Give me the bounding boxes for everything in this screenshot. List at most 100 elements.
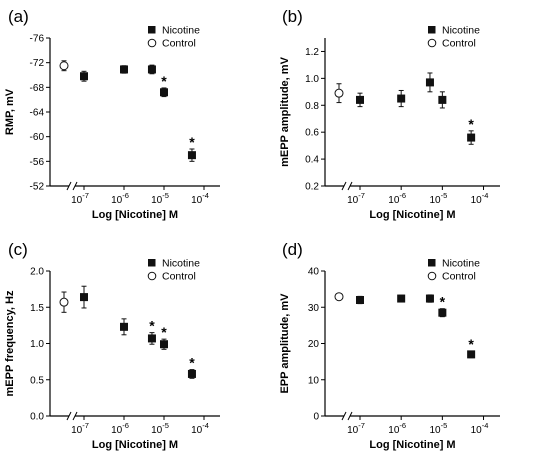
y-tick-label: 10 <box>308 375 320 386</box>
data-point-nicotine <box>356 95 364 104</box>
axis-break-mark <box>72 181 78 191</box>
x-tick-label: 10-6 <box>388 421 406 436</box>
x-tick-base: 10 <box>388 195 400 206</box>
y-tick-label: 0.2 <box>305 182 319 193</box>
x-tick-base: 10 <box>347 195 359 206</box>
y-tick-label: 1.2 <box>305 47 319 58</box>
x-tick-exponent: -6 <box>399 421 406 430</box>
data-point-nicotine <box>80 293 88 302</box>
data-point-nicotine <box>397 94 406 103</box>
data-point-nicotine <box>120 65 128 74</box>
axis-break-mark <box>347 411 353 421</box>
x-tick-exponent: -5 <box>441 421 448 430</box>
x-tick-exponent: -4 <box>482 191 489 200</box>
x-tick-exponent: -5 <box>162 421 169 430</box>
x-tick-exponent: -5 <box>162 191 169 200</box>
x-tick-base: 10 <box>111 425 123 436</box>
data-point-nicotine <box>425 294 434 303</box>
x-tick-exponent: -7 <box>82 421 89 430</box>
x-tick-base: 10 <box>151 195 163 206</box>
x-axis-label: Log [Nicotine] M <box>92 439 178 451</box>
significance-star: * <box>440 294 446 310</box>
significance-star: * <box>161 73 167 89</box>
y-tick-label: 1.5 <box>30 303 44 314</box>
data-point-control <box>59 61 69 71</box>
y-tick-label: 0.5 <box>30 375 44 386</box>
data-point-nicotine <box>120 322 128 331</box>
axis-break-gap <box>344 182 350 190</box>
y-tick-label: -56 <box>30 157 45 168</box>
data-point-nicotine <box>438 95 447 104</box>
legend-marker-control <box>147 38 157 48</box>
x-tick-base: 10 <box>151 425 163 436</box>
x-tick-base: 10 <box>429 195 441 206</box>
y-tick-label: 0.0 <box>30 412 44 423</box>
data-point-nicotine <box>467 133 476 142</box>
x-tick-base: 10 <box>347 425 359 436</box>
legend-marker-nicotine <box>148 259 156 267</box>
x-tick-label: 10-7 <box>347 191 365 206</box>
data-point-nicotine <box>147 65 156 74</box>
significance-star: * <box>161 324 167 340</box>
y-tick-label: -52 <box>30 182 45 193</box>
axis-break-mark <box>347 181 353 191</box>
panel-letter: (c) <box>8 240 28 259</box>
data-point-control <box>59 297 69 307</box>
y-tick-label: -72 <box>30 58 45 69</box>
y-axis-label: mEPP frequency, Hz <box>4 290 16 396</box>
y-axis-label: RMP, mV <box>4 88 16 135</box>
x-tick-exponent: -6 <box>122 191 129 200</box>
y-tick-label: 0.4 <box>305 155 319 166</box>
data-point-nicotine <box>438 308 447 317</box>
legend-label-nicotine: Nicotine <box>162 25 200 37</box>
axis-break-gap <box>69 182 75 190</box>
legend-marker-nicotine <box>148 26 156 34</box>
x-axis-label: Log [Nicotine] M <box>369 439 455 451</box>
data-point-nicotine <box>160 88 168 97</box>
legend-label-nicotine: Nicotine <box>442 25 480 37</box>
panel-letter: (a) <box>8 7 29 26</box>
x-tick-base: 10 <box>111 195 123 206</box>
x-tick-base: 10 <box>471 425 483 436</box>
y-tick-label: 2.0 <box>30 267 44 278</box>
data-point-nicotine <box>467 350 476 359</box>
axis-break-gap <box>344 412 350 420</box>
data-point-nicotine <box>160 340 168 349</box>
x-tick-label: 10-6 <box>111 421 129 436</box>
axis-break-mark <box>66 411 72 421</box>
y-tick-label: 0 <box>313 412 319 423</box>
x-tick-label: 10-5 <box>429 421 447 436</box>
x-tick-base: 10 <box>71 425 83 436</box>
legend-marker-control <box>147 271 157 281</box>
y-tick-label: -64 <box>30 108 45 119</box>
x-tick-base: 10 <box>71 195 83 206</box>
x-axis-label: Log [Nicotine] M <box>369 209 455 221</box>
legend-label-control: Control <box>162 271 196 283</box>
legend-label-control: Control <box>162 38 196 50</box>
x-tick-label: 10-5 <box>151 191 169 206</box>
legend-marker-nicotine <box>428 259 436 267</box>
x-tick-exponent: -4 <box>202 191 209 200</box>
x-tick-label: 10-6 <box>388 191 406 206</box>
legend-label-nicotine: Nicotine <box>442 258 480 270</box>
y-tick-label: -68 <box>30 83 45 94</box>
x-tick-exponent: -6 <box>122 421 129 430</box>
data-point-nicotine <box>397 294 406 303</box>
x-tick-label: 10-7 <box>71 191 89 206</box>
x-tick-label: 10-4 <box>471 191 489 206</box>
axis-break-mark <box>66 181 72 191</box>
y-tick-label: 0.8 <box>305 101 319 112</box>
data-point-nicotine <box>187 369 196 378</box>
x-axis-label: Log [Nicotine] M <box>92 209 178 221</box>
x-tick-label: 10-6 <box>111 191 129 206</box>
y-tick-label: -60 <box>30 132 45 143</box>
data-point-control <box>334 292 344 302</box>
y-axis-label: EPP amplitude, mV <box>279 293 291 394</box>
panel-letter: (b) <box>282 7 303 26</box>
x-tick-label: 10-5 <box>151 421 169 436</box>
x-tick-base: 10 <box>429 425 441 436</box>
data-point-nicotine <box>80 72 88 81</box>
